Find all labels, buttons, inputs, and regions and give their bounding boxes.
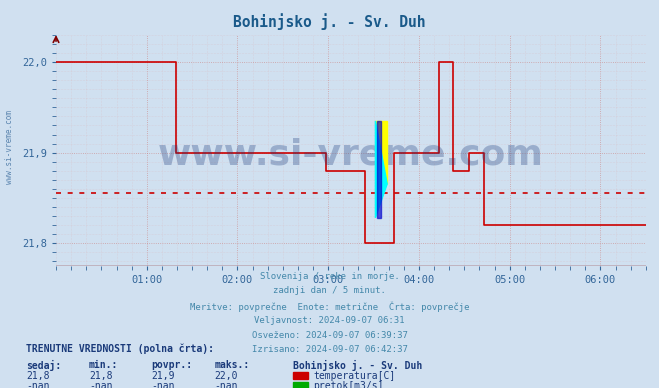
- Text: Osveženo: 2024-09-07 06:39:37: Osveženo: 2024-09-07 06:39:37: [252, 331, 407, 340]
- Text: 21,8: 21,8: [26, 371, 50, 381]
- Polygon shape: [377, 121, 382, 218]
- Text: maks.:: maks.:: [214, 360, 249, 370]
- Text: www.si-vreme.com: www.si-vreme.com: [5, 111, 14, 184]
- Text: -nan: -nan: [152, 381, 175, 388]
- Text: zadnji dan / 5 minut.: zadnji dan / 5 minut.: [273, 286, 386, 295]
- Text: pretok[m3/s]: pretok[m3/s]: [313, 381, 384, 388]
- Text: -nan: -nan: [26, 381, 50, 388]
- Polygon shape: [376, 121, 387, 184]
- Text: min.:: min.:: [89, 360, 119, 370]
- Text: Veljavnost: 2024-09-07 06:31: Veljavnost: 2024-09-07 06:31: [254, 316, 405, 325]
- Text: www.si-vreme.com: www.si-vreme.com: [158, 138, 544, 172]
- Text: Slovenija / reke in morje.: Slovenija / reke in morje.: [260, 272, 399, 281]
- Text: Bohinjsko j. - Sv. Duh: Bohinjsko j. - Sv. Duh: [233, 14, 426, 30]
- Text: 21,8: 21,8: [89, 371, 113, 381]
- Text: 22,0: 22,0: [214, 371, 238, 381]
- Text: Meritve: povprečne  Enote: metrične  Črta: povprečje: Meritve: povprečne Enote: metrične Črta:…: [190, 301, 469, 312]
- Polygon shape: [376, 121, 387, 218]
- Text: Bohinjsko j. - Sv. Duh: Bohinjsko j. - Sv. Duh: [293, 360, 422, 371]
- Text: TRENUTNE VREDNOSTI (polna črta):: TRENUTNE VREDNOSTI (polna črta):: [26, 343, 214, 354]
- Text: sedaj:: sedaj:: [26, 360, 61, 371]
- Text: povpr.:: povpr.:: [152, 360, 192, 370]
- Text: 21,9: 21,9: [152, 371, 175, 381]
- Text: Izrisano: 2024-09-07 06:42:37: Izrisano: 2024-09-07 06:42:37: [252, 345, 407, 354]
- Text: -nan: -nan: [89, 381, 113, 388]
- Text: temperatura[C]: temperatura[C]: [313, 371, 395, 381]
- Text: -nan: -nan: [214, 381, 238, 388]
